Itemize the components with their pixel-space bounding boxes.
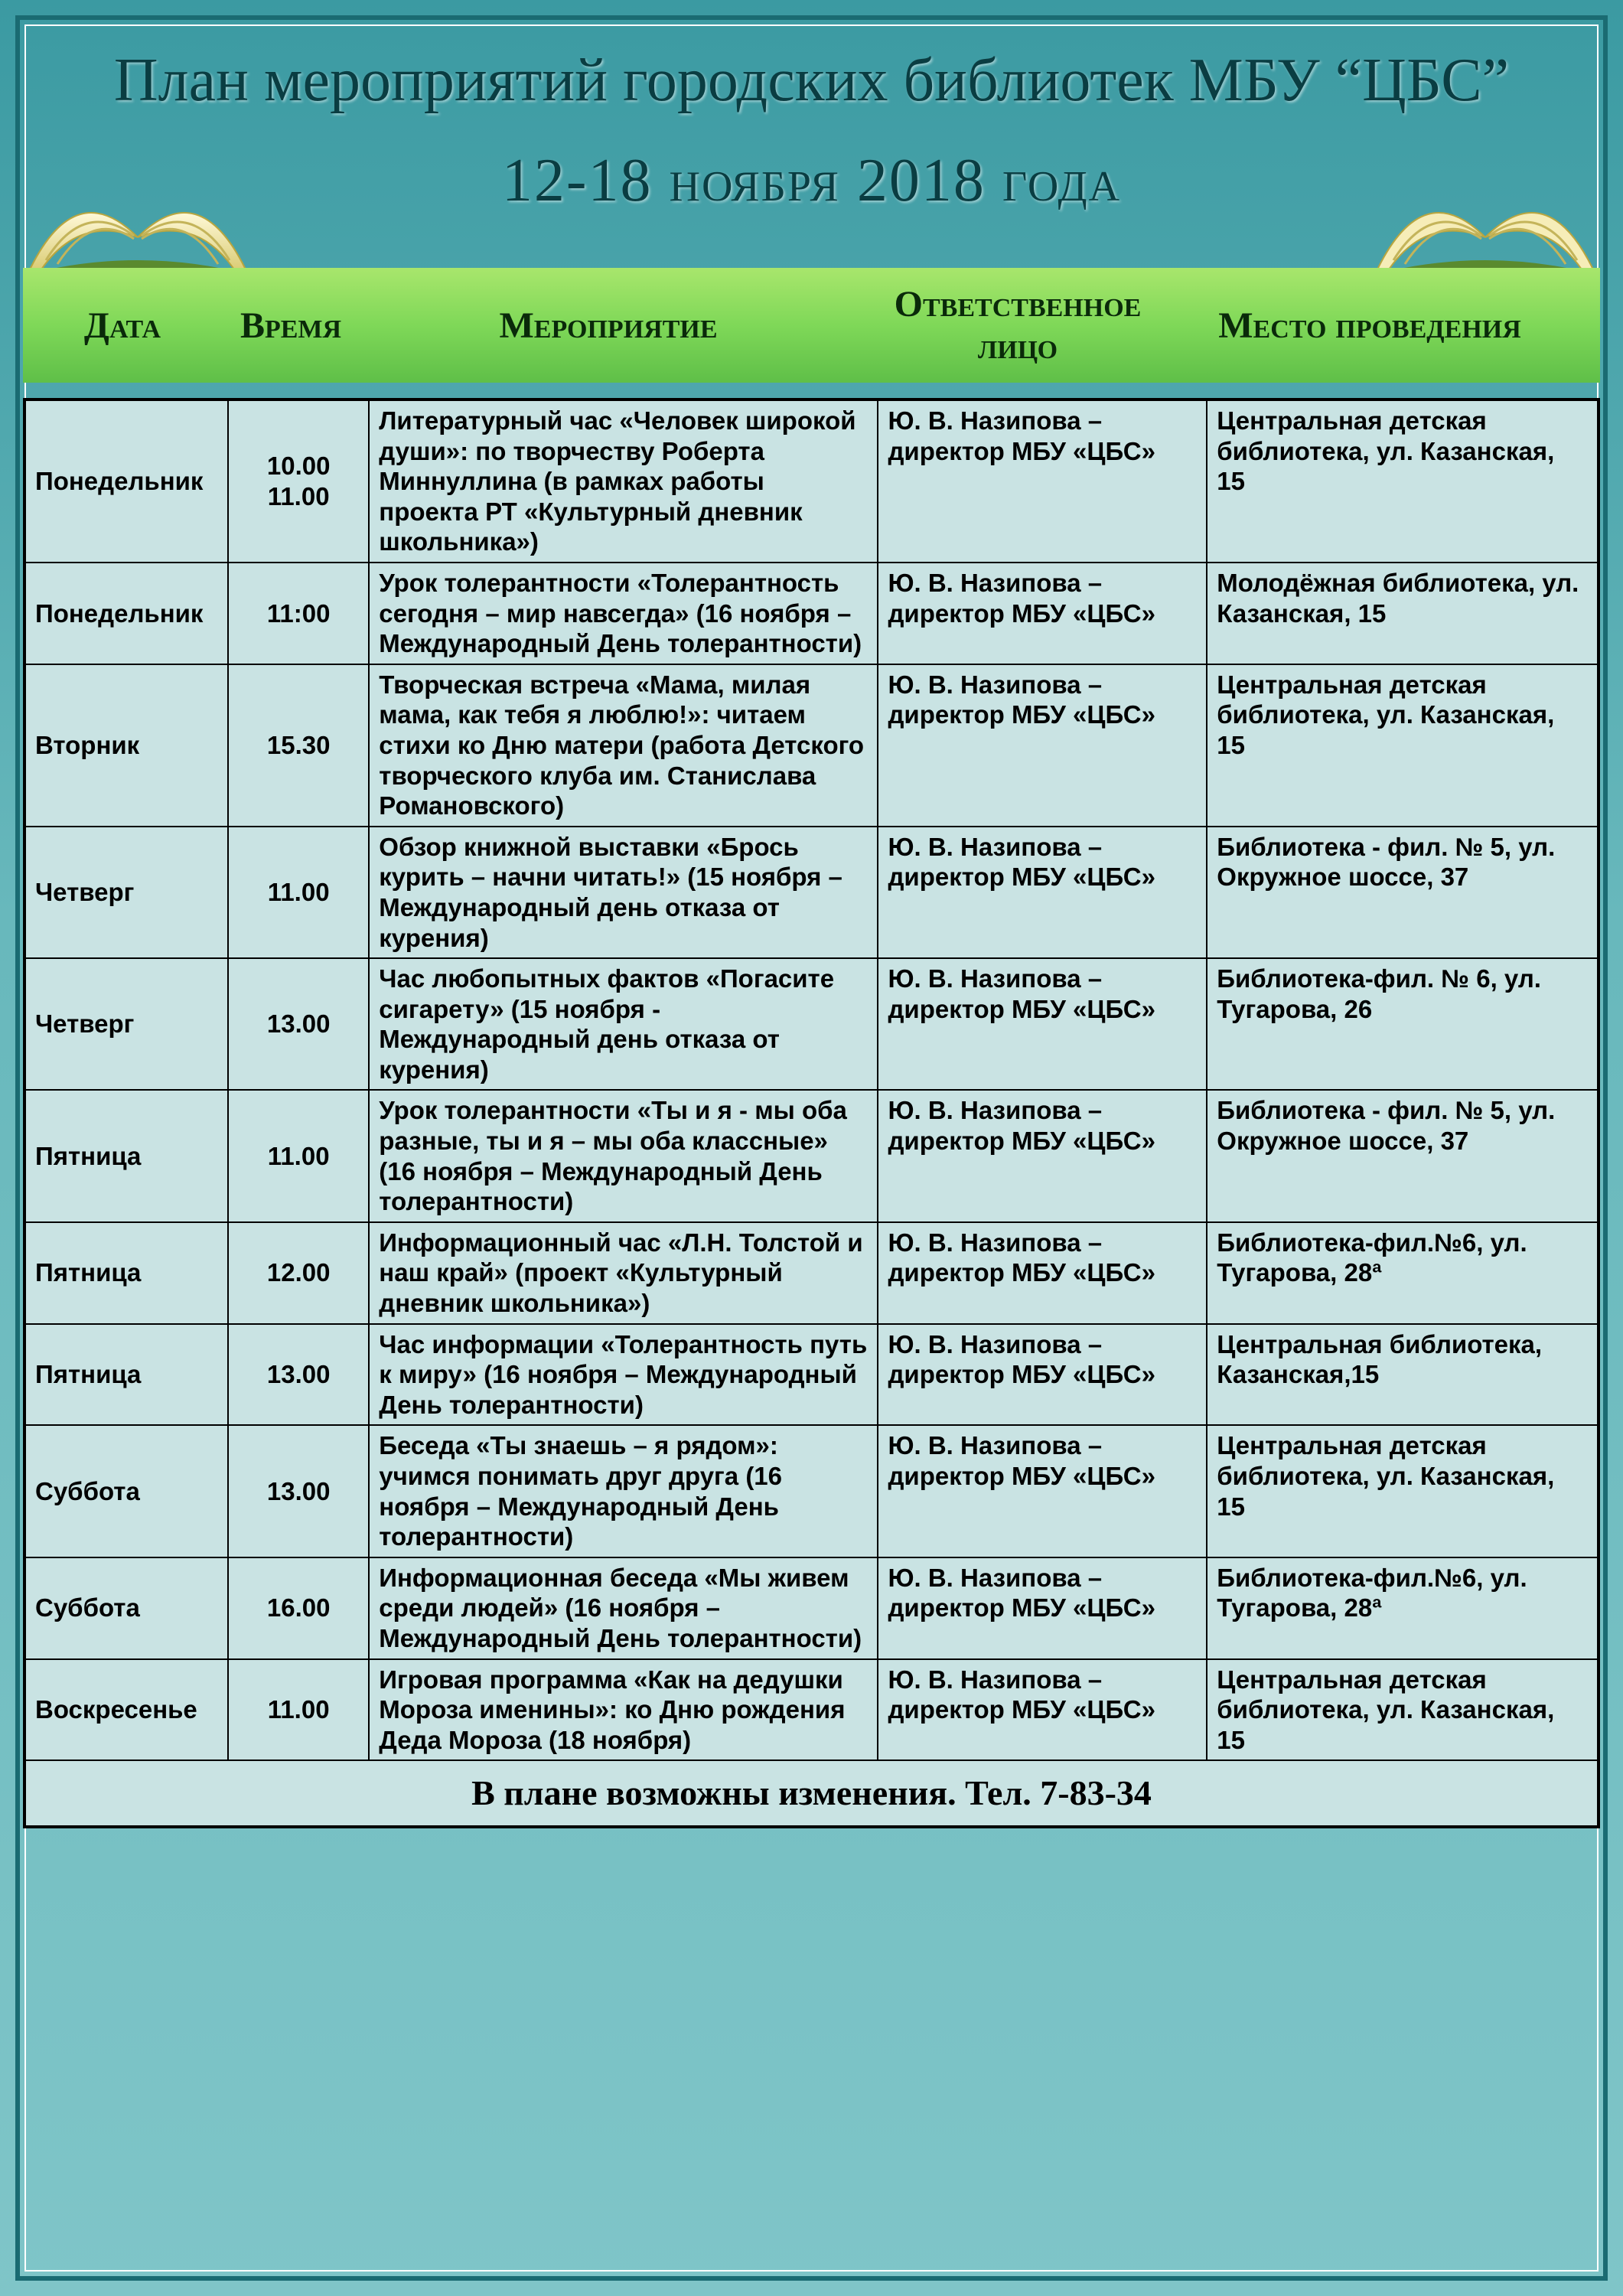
cell-place: Библиотека-фил. № 6, ул. Тугарова, 26 [1207,958,1599,1090]
table-row: Четверг11.00Обзор книжной выставки «Брос… [24,827,1599,958]
table-footer-row: В плане возможны изменения. Тел. 7-83-34 [24,1760,1599,1826]
col-header-responsible: Ответственное лицо [857,283,1178,367]
cell-day: Суббота [24,1557,228,1659]
cell-day: Суббота [24,1425,228,1557]
cell-event: Литературный час «Человек широкой души»:… [369,400,878,563]
cell-time: 13.00 [228,958,369,1090]
cell-time: 13.00 [228,1425,369,1557]
cell-place: Центральная детская библиотека, ул. Каза… [1207,400,1599,563]
cell-event: Творческая встреча «Мама, милая мама, ка… [369,664,878,827]
cell-place: Центральная библиотека, Казанская,15 [1207,1324,1599,1426]
col-header-day: Дата [23,305,222,347]
table-row: Четверг13.00Час любопытных фактов «Погас… [24,958,1599,1090]
cell-event: Информационная беседа «Мы живем среди лю… [369,1557,878,1659]
table-row: Суббота13.00Беседа «Ты знаешь – я рядом»… [24,1425,1599,1557]
cell-responsible: Ю. В. Назипова – директор МБУ «ЦБС» [878,563,1207,664]
cell-responsible: Ю. В. Назипова – директор МБУ «ЦБС» [878,958,1207,1090]
cell-time: 11.00 [228,827,369,958]
cell-event: Обзор книжной выставки «Брось курить – н… [369,827,878,958]
table-row: Воскресенье11.00Игровая программа «Как н… [24,1659,1599,1761]
col-header-time: Время [222,305,360,347]
cell-time: 11.00 [228,1090,369,1221]
schedule-table-wrap: Понедельник10.00 11.00Литературный час «… [23,398,1600,1828]
cell-time: 16.00 [228,1557,369,1659]
cell-day: Пятница [24,1090,228,1221]
table-row: Пятница13.00Час информации «Толерантност… [24,1324,1599,1426]
cell-place: Библиотека - фил. № 5, ул. Окружное шосс… [1207,827,1599,958]
cell-responsible: Ю. В. Назипова – директор МБУ «ЦБС» [878,1222,1207,1324]
cell-responsible: Ю. В. Назипова – директор МБУ «ЦБС» [878,1090,1207,1221]
open-book-right-icon [1363,145,1608,283]
cell-time: 11.00 [228,1659,369,1761]
cell-place: Библиотека-фил.№6, ул. Тугарова, 28ª [1207,1557,1599,1659]
cell-day: Воскресенье [24,1659,228,1761]
table-row: Пятница12.00Информационный час «Л.Н. Тол… [24,1222,1599,1324]
table-row: Понедельник11:00Урок толерантности «Толе… [24,563,1599,664]
cell-place: Библиотека-фил.№6, ул. Тугарова, 28ª [1207,1222,1599,1324]
schedule-table: Понедельник10.00 11.00Литературный час «… [23,398,1600,1828]
cell-event: Игровая программа «Как на дедушки Мороза… [369,1659,878,1761]
cell-event: Урок толерантности «Ты и я - мы оба разн… [369,1090,878,1221]
cell-event: Информационный час «Л.Н. Толстой и наш к… [369,1222,878,1324]
table-row: Пятница11.00Урок толерантности «Ты и я -… [24,1090,1599,1221]
cell-place: Центральная детская библиотека, ул. Каза… [1207,1425,1599,1557]
cell-event: Беседа «Ты знаешь – я рядом»: учимся пон… [369,1425,878,1557]
cell-responsible: Ю. В. Назипова – директор МБУ «ЦБС» [878,827,1207,958]
cell-event: Час информации «Толерантность путь к мир… [369,1324,878,1426]
cell-place: Центральная детская библиотека, ул. Каза… [1207,1659,1599,1761]
cell-event: Час любопытных фактов «Погасите сигарету… [369,958,878,1090]
table-row: Вторник15.30Творческая встреча «Мама, ми… [24,664,1599,827]
table-row: Понедельник10.00 11.00Литературный час «… [24,400,1599,563]
footer-note: В плане возможны изменения. Тел. 7-83-34 [24,1760,1599,1826]
cell-day: Пятница [24,1222,228,1324]
page-title: План мероприятий городских библиотек МБУ… [0,46,1623,116]
cell-time: 10.00 11.00 [228,400,369,563]
open-book-left-icon [15,145,260,283]
cell-day: Четверг [24,958,228,1090]
cell-day: Пятница [24,1324,228,1426]
cell-place: Центральная детская библиотека, ул. Каза… [1207,664,1599,827]
header: План мероприятий городских библиотек МБУ… [0,0,1623,268]
cell-responsible: Ю. В. Назипова – директор МБУ «ЦБС» [878,1425,1207,1557]
cell-day: Понедельник [24,400,228,563]
cell-day: Понедельник [24,563,228,664]
cell-responsible: Ю. В. Назипова – директор МБУ «ЦБС» [878,1557,1207,1659]
cell-place: Библиотека - фил. № 5, ул. Окружное шосс… [1207,1090,1599,1221]
cell-responsible: Ю. В. Назипова – директор МБУ «ЦБС» [878,664,1207,827]
cell-responsible: Ю. В. Назипова – директор МБУ «ЦБС» [878,1324,1207,1426]
cell-time: 15.30 [228,664,369,827]
table-row: Суббота16.00Информационная беседа «Мы жи… [24,1557,1599,1659]
cell-responsible: Ю. В. Назипова – директор МБУ «ЦБС» [878,1659,1207,1761]
col-header-event: Мероприятие [360,305,857,347]
cell-responsible: Ю. В. Назипова – директор МБУ «ЦБС» [878,400,1207,563]
cell-event: Урок толерантности «Толерантность сегодн… [369,563,878,664]
cell-place: Молодёжная библиотека, ул. Казанская, 15 [1207,563,1599,664]
cell-time: 12.00 [228,1222,369,1324]
cell-time: 13.00 [228,1324,369,1426]
cell-time: 11:00 [228,563,369,664]
cell-day: Четверг [24,827,228,958]
column-headers: Дата Время Мероприятие Ответственное лиц… [23,268,1600,383]
col-header-place: Место проведения [1178,305,1561,347]
cell-day: Вторник [24,664,228,827]
